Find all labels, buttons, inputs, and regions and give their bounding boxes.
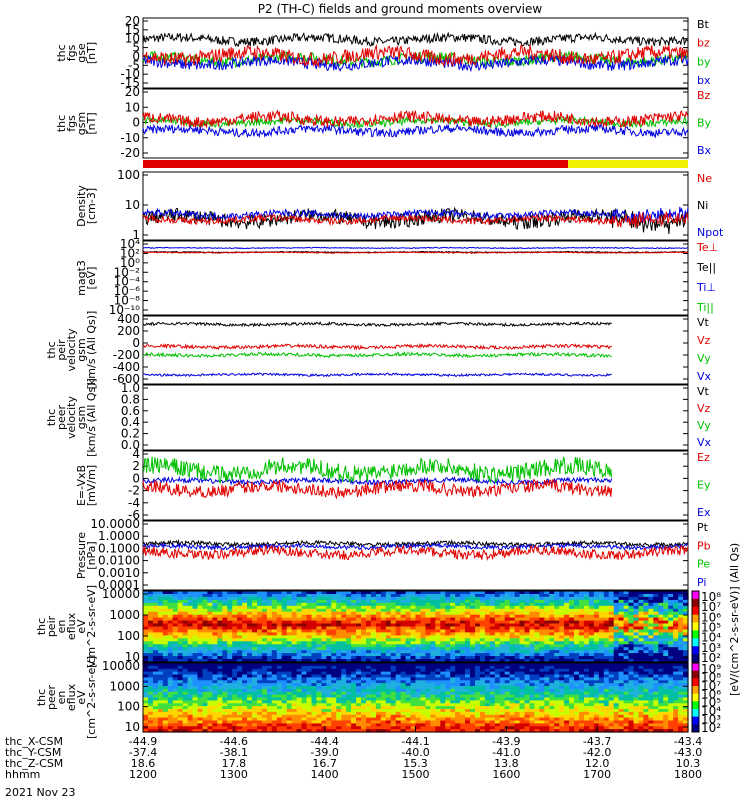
legend-entry: Npot bbox=[697, 226, 724, 239]
colorbar-segment bbox=[692, 638, 699, 646]
colorbar-segment bbox=[692, 599, 699, 607]
panel-frame bbox=[143, 172, 688, 240]
legend-entry: Vx bbox=[697, 436, 712, 449]
panel-4: 10⁴10²10⁰10⁻²10⁻⁴10⁻⁶10⁻⁸10⁻¹⁰magt3[eV]T… bbox=[75, 237, 718, 317]
legend-entry: Ne bbox=[697, 172, 712, 185]
legend-entry: By bbox=[697, 117, 712, 130]
y-axis-label: [km/s (All Qs)] bbox=[85, 378, 98, 457]
panel-8: 10.00001.00000.10000.01000.00100.0001Pre… bbox=[75, 517, 711, 592]
ytick-label: 20 bbox=[125, 85, 140, 99]
legend-entry: Ti⊥ bbox=[696, 281, 716, 294]
ytick-label: 100 bbox=[117, 168, 140, 182]
y-axis-label: [km/s (All Qs)] bbox=[85, 311, 98, 390]
y-axis-label: [mV/m] bbox=[85, 465, 98, 506]
legend-entry: Pe bbox=[697, 558, 710, 571]
panels-group: 20151050-5-10-15thcfgsgse[nT]Btbzbybx201… bbox=[35, 14, 741, 739]
colorbar-segment bbox=[692, 646, 699, 654]
ytick-label: 10000 bbox=[102, 587, 140, 601]
legend-entry: Vx bbox=[697, 370, 712, 383]
legend-entry: Te⊥ bbox=[696, 241, 718, 254]
legend-entry: Vt bbox=[697, 385, 710, 398]
y-axis-label: [nPa] bbox=[85, 541, 98, 569]
colorbar-segment bbox=[692, 591, 699, 599]
colorbar-segment bbox=[692, 607, 699, 615]
ytick-label: -20 bbox=[120, 146, 140, 160]
series-line bbox=[143, 252, 688, 253]
colorbar-label: [eV/(cm^2-s-sr-eV)] (All Qs) bbox=[728, 543, 741, 696]
legend-entry: Pt bbox=[697, 521, 709, 534]
legend-entry: Vz bbox=[697, 334, 711, 347]
y-axis-label: [eV] bbox=[85, 267, 98, 290]
series-line bbox=[143, 353, 612, 358]
legend-entry: Vy bbox=[697, 352, 711, 365]
panel-frame bbox=[143, 385, 688, 450]
y-axis-label: [nT] bbox=[85, 112, 98, 134]
legend-entry: Pi bbox=[697, 576, 706, 589]
y-axis-label: [nT] bbox=[85, 42, 98, 64]
y-axis-label: [cm-3] bbox=[85, 188, 98, 224]
chart-title: P2 (TH-C) fields and ground moments over… bbox=[258, 2, 543, 16]
legend-entry: Pb bbox=[697, 539, 711, 552]
legend-entry: by bbox=[697, 55, 711, 68]
legend-entry: Bx bbox=[697, 144, 712, 157]
legend-entry: Ey bbox=[697, 479, 711, 492]
panel-6: 1.00.80.60.40.20.0thcpeervelocitygsm[km/… bbox=[45, 378, 712, 457]
legend-entry: Bz bbox=[697, 89, 711, 102]
legend-entry: bx bbox=[697, 74, 711, 87]
legend-entry: Vy bbox=[697, 419, 711, 432]
legend-entry: bz bbox=[697, 37, 710, 50]
ytick-label: 0 bbox=[132, 116, 140, 130]
legend-entry: Te|| bbox=[696, 261, 716, 274]
panel-frame bbox=[143, 451, 688, 520]
ylabel-group: Density[cm-3] bbox=[75, 185, 98, 227]
series-line bbox=[143, 322, 612, 326]
ytick-label: 100 bbox=[117, 629, 140, 643]
ytick-label: 1000 bbox=[109, 608, 140, 622]
panel-10: 10000100010010thcpeerenefluxeV[cm^2-s-sr… bbox=[35, 656, 721, 739]
series-line bbox=[143, 247, 688, 248]
legend-entry: Vt bbox=[697, 316, 710, 329]
colorbar-segment bbox=[692, 654, 699, 662]
legend-entry: Bt bbox=[697, 18, 710, 31]
series-line bbox=[143, 457, 612, 483]
ytick-label: 10 bbox=[125, 198, 140, 212]
series-line bbox=[143, 344, 612, 349]
ytick-label: -10 bbox=[120, 131, 140, 145]
panel-5: 4002000-200-400-600thcpeirvelocitygsm[km… bbox=[45, 311, 712, 390]
legend-entry: Ti|| bbox=[696, 301, 714, 314]
y-axis-label: [cm^2-s-sr-eV] bbox=[85, 585, 98, 668]
ylabel-group: Pressure[nPa] bbox=[75, 532, 98, 579]
legend-entry: Ex bbox=[697, 506, 711, 519]
ylabel-group: magt3[eV] bbox=[75, 260, 98, 296]
series-line bbox=[143, 33, 688, 46]
legend-entry: Ni bbox=[697, 199, 708, 212]
series-line bbox=[143, 373, 612, 376]
colorbar-segment bbox=[692, 623, 699, 631]
colorbar-segment bbox=[692, 630, 699, 638]
legend-entry: Ez bbox=[697, 451, 710, 464]
colorbar-segment bbox=[692, 615, 699, 623]
legend-entry: Vz bbox=[697, 402, 711, 415]
ytick-label: 10 bbox=[125, 100, 140, 114]
ylabel-group: E=-VxB[mV/m] bbox=[75, 465, 98, 506]
